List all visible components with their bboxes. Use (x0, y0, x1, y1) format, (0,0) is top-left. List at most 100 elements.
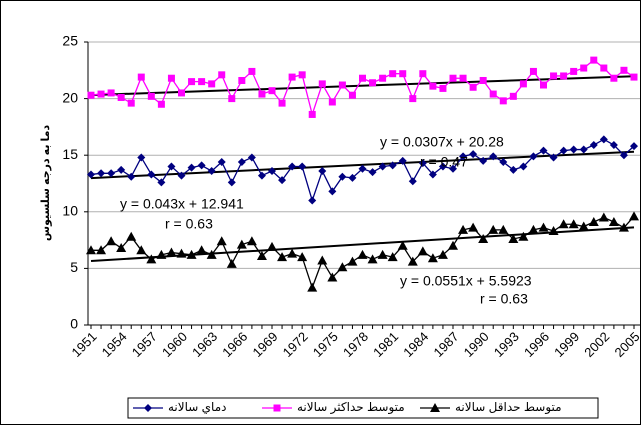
point (297, 252, 308, 262)
point (558, 219, 569, 229)
point (407, 256, 418, 266)
point (629, 211, 639, 221)
point (167, 74, 175, 82)
point (459, 152, 468, 161)
point (549, 153, 558, 162)
point (479, 156, 488, 165)
point (348, 173, 357, 182)
point (238, 76, 246, 84)
point (307, 282, 318, 292)
point (198, 78, 206, 86)
point (177, 171, 186, 180)
point (598, 212, 609, 222)
point (509, 92, 517, 100)
point (156, 249, 167, 259)
point (217, 157, 226, 166)
point (298, 71, 306, 79)
point (458, 224, 469, 234)
point (368, 168, 377, 177)
point (188, 78, 196, 86)
point (448, 240, 458, 250)
point (498, 224, 509, 234)
point (369, 79, 377, 87)
point (117, 165, 126, 174)
point (187, 163, 196, 172)
point (288, 73, 296, 81)
y-axis-label: دما به درجه سلسيوس (40, 125, 52, 242)
point (157, 178, 166, 187)
trend-r: r = 0.63 (480, 291, 528, 307)
point (609, 141, 618, 150)
point (397, 240, 408, 250)
point (550, 72, 558, 80)
point (218, 71, 226, 79)
point (258, 90, 266, 98)
point (137, 153, 146, 162)
trend-equation: y = 0.043x + 12.941 (120, 196, 244, 212)
point (389, 70, 397, 78)
point (479, 76, 487, 84)
point (499, 157, 508, 166)
point (618, 222, 629, 232)
point (328, 98, 336, 106)
point (337, 262, 348, 272)
point (508, 233, 519, 243)
point (127, 172, 136, 181)
point (107, 89, 115, 97)
legend-label: متوسط حداكثر سالانه (297, 400, 405, 415)
point (569, 145, 578, 154)
point (207, 167, 216, 176)
point (256, 250, 267, 260)
point (590, 56, 598, 64)
point (236, 239, 247, 249)
point (318, 167, 327, 176)
point (327, 272, 338, 282)
point (267, 241, 277, 251)
point (106, 236, 117, 246)
point (580, 64, 588, 72)
point (197, 161, 206, 170)
point (449, 74, 457, 82)
point (298, 162, 307, 171)
point (178, 89, 185, 97)
legend-marker (273, 404, 281, 412)
point (196, 245, 207, 255)
point (518, 231, 529, 241)
point (277, 252, 288, 262)
point (87, 91, 95, 99)
point (328, 187, 337, 196)
point (186, 249, 197, 259)
point (619, 151, 628, 160)
point (419, 70, 427, 78)
legend-label: دماي سالانه (168, 400, 226, 414)
point (127, 99, 135, 107)
point (167, 162, 176, 171)
point (347, 256, 358, 266)
point (588, 216, 599, 226)
point (146, 254, 157, 264)
point (116, 243, 127, 253)
point (237, 157, 246, 166)
point (147, 92, 155, 100)
point (409, 95, 417, 103)
y-tick-label: 5 (70, 259, 78, 275)
point (509, 165, 518, 174)
point (459, 74, 467, 82)
point (399, 70, 407, 78)
point (417, 246, 428, 256)
point (287, 248, 298, 258)
point (136, 245, 147, 255)
point (449, 164, 457, 173)
point (478, 233, 489, 243)
point (610, 74, 618, 82)
point (226, 258, 237, 268)
point (489, 90, 497, 98)
point (499, 97, 507, 105)
point (600, 64, 608, 72)
point (468, 222, 479, 232)
point (117, 93, 125, 101)
point (469, 150, 478, 159)
point (540, 81, 547, 89)
